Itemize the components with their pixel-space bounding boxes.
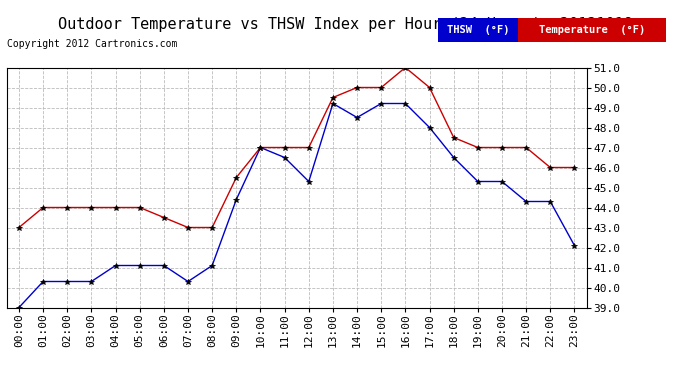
Text: Outdoor Temperature vs THSW Index per Hour (24 Hours)  20121019: Outdoor Temperature vs THSW Index per Ho…: [57, 17, 633, 32]
Text: Copyright 2012 Cartronics.com: Copyright 2012 Cartronics.com: [7, 39, 177, 50]
Text: THSW  (°F): THSW (°F): [446, 25, 509, 35]
Text: Temperature  (°F): Temperature (°F): [539, 25, 644, 35]
